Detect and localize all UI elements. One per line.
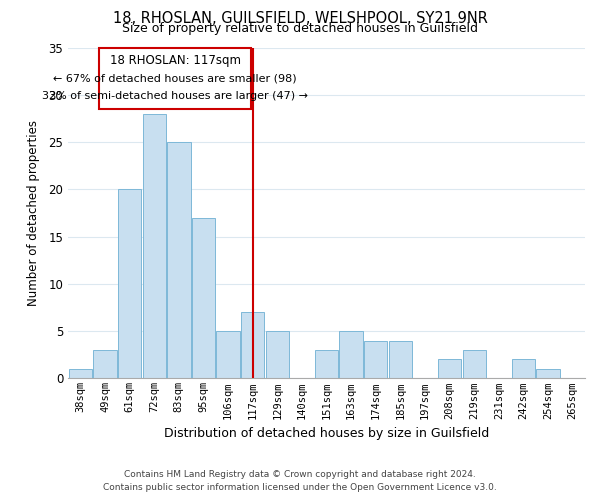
Bar — [512, 360, 535, 378]
Bar — [536, 369, 560, 378]
Bar — [68, 369, 92, 378]
Bar — [315, 350, 338, 378]
Text: 32% of semi-detached houses are larger (47) →: 32% of semi-detached houses are larger (… — [42, 90, 308, 101]
Bar — [266, 331, 289, 378]
FancyBboxPatch shape — [99, 48, 251, 109]
Text: 18, RHOSLAN, GUILSFIELD, WELSHPOOL, SY21 9NR: 18, RHOSLAN, GUILSFIELD, WELSHPOOL, SY21… — [113, 11, 487, 26]
Bar — [167, 142, 191, 378]
Bar — [217, 331, 240, 378]
X-axis label: Distribution of detached houses by size in Guilsfield: Distribution of detached houses by size … — [164, 427, 489, 440]
Bar — [340, 331, 363, 378]
Bar — [364, 340, 388, 378]
Bar — [463, 350, 486, 378]
Text: Size of property relative to detached houses in Guilsfield: Size of property relative to detached ho… — [122, 22, 478, 35]
Bar — [389, 340, 412, 378]
Bar — [241, 312, 265, 378]
Bar — [94, 350, 116, 378]
Bar — [118, 190, 142, 378]
Text: ← 67% of detached houses are smaller (98): ← 67% of detached houses are smaller (98… — [53, 74, 297, 84]
Text: Contains HM Land Registry data © Crown copyright and database right 2024.
Contai: Contains HM Land Registry data © Crown c… — [103, 470, 497, 492]
Bar — [192, 218, 215, 378]
Bar — [143, 114, 166, 378]
Text: 18 RHOSLAN: 117sqm: 18 RHOSLAN: 117sqm — [110, 54, 241, 67]
Y-axis label: Number of detached properties: Number of detached properties — [27, 120, 40, 306]
Bar — [438, 360, 461, 378]
